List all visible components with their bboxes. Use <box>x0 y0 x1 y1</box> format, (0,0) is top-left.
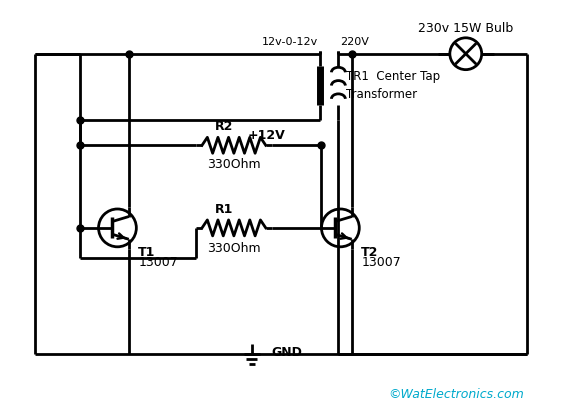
Text: TR1  Center Tap: TR1 Center Tap <box>346 70 440 83</box>
Text: ©WatElectronics.com: ©WatElectronics.com <box>388 387 524 400</box>
Text: 230v 15W Bulb: 230v 15W Bulb <box>418 22 513 35</box>
Text: R1: R1 <box>215 202 233 216</box>
Text: GND: GND <box>272 345 302 358</box>
Text: 330Ohm: 330Ohm <box>207 158 261 171</box>
Text: T2: T2 <box>361 245 379 258</box>
Text: Transformer: Transformer <box>346 88 417 101</box>
Text: T1: T1 <box>139 245 156 258</box>
Text: +12V: +12V <box>248 129 286 142</box>
Text: 13007: 13007 <box>139 255 178 268</box>
Text: 220V: 220V <box>341 37 369 47</box>
Text: 13007: 13007 <box>361 255 401 268</box>
Text: 330Ohm: 330Ohm <box>207 241 261 254</box>
Text: R2: R2 <box>215 120 233 133</box>
Text: 12v-0-12v: 12v-0-12v <box>262 37 319 47</box>
